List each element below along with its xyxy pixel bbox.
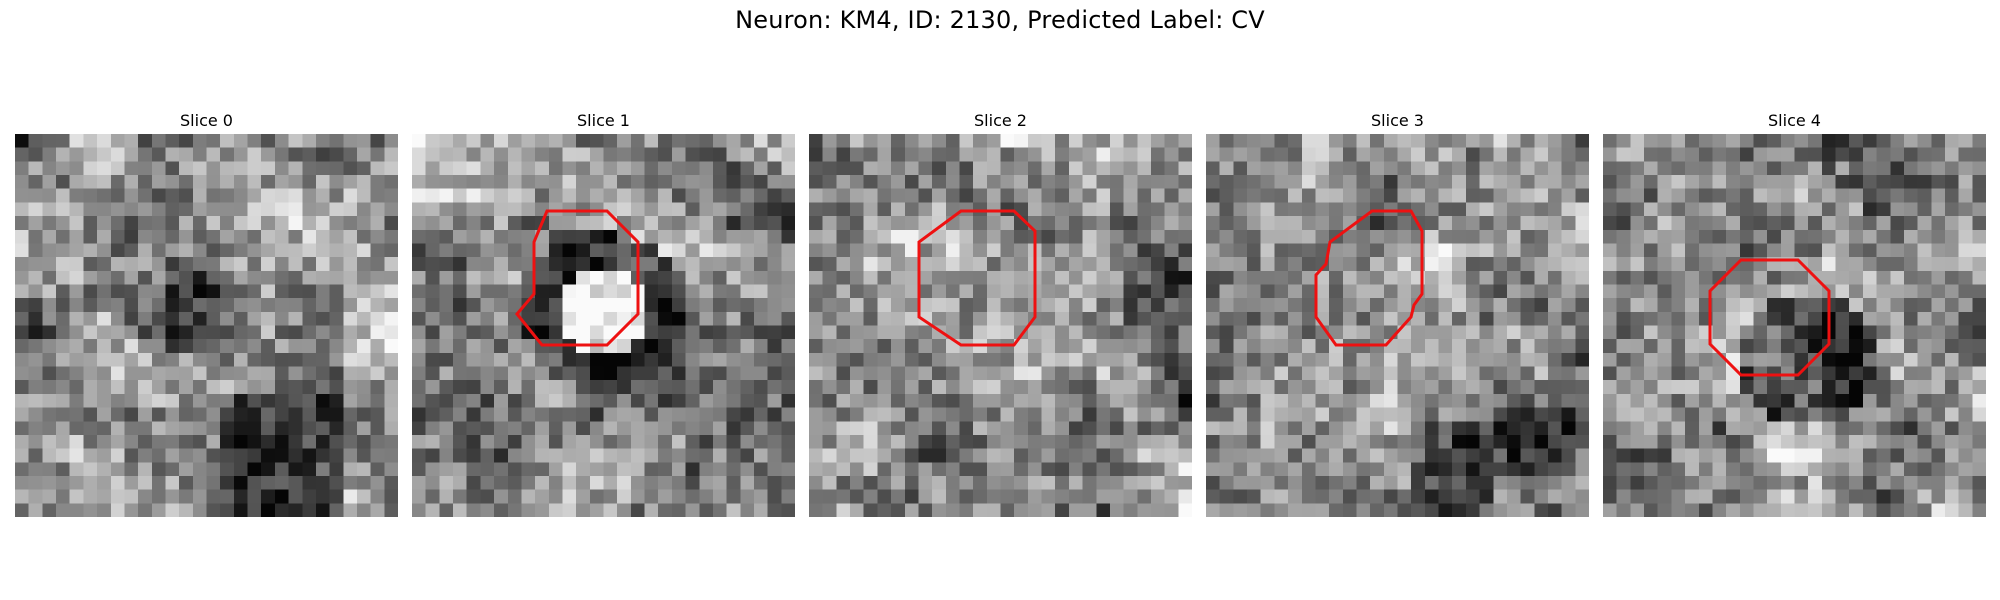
panel-slice-3: Slice 3 xyxy=(1206,108,1589,517)
roi-octagon xyxy=(1314,209,1424,347)
slice-pixels xyxy=(1603,134,1986,517)
roi-octagon xyxy=(1708,258,1831,377)
slice-pixels xyxy=(1206,134,1589,517)
slice-image xyxy=(15,134,398,517)
roi-octagon xyxy=(917,209,1037,347)
figure-title: Neuron: KM4, ID: 2130, Predicted Label: … xyxy=(735,6,1265,34)
roi-octagon xyxy=(515,209,640,347)
panel-title: Slice 3 xyxy=(1371,111,1424,130)
roi-contour xyxy=(1314,209,1424,347)
panel-slice-0: Slice 0 xyxy=(15,108,398,517)
slice-image xyxy=(1603,134,1986,517)
slice-image xyxy=(412,134,795,517)
slice-image xyxy=(1206,134,1589,517)
panel-title: Slice 4 xyxy=(1768,111,1821,130)
roi-contour xyxy=(917,209,1037,347)
roi-contour xyxy=(1708,258,1831,377)
panel-slice-4: Slice 4 xyxy=(1603,108,1986,517)
panel-slice-1: Slice 1 xyxy=(412,108,795,517)
slice-pixels xyxy=(15,134,398,517)
panel-slice-2: Slice 2 xyxy=(809,108,1192,517)
panel-title: Slice 1 xyxy=(577,111,630,130)
panel-title: Slice 0 xyxy=(180,111,233,130)
slice-pixels xyxy=(412,134,795,517)
roi-contour xyxy=(515,209,640,347)
slice-pixels xyxy=(809,134,1192,517)
panel-title: Slice 2 xyxy=(974,111,1027,130)
slice-image xyxy=(809,134,1192,517)
